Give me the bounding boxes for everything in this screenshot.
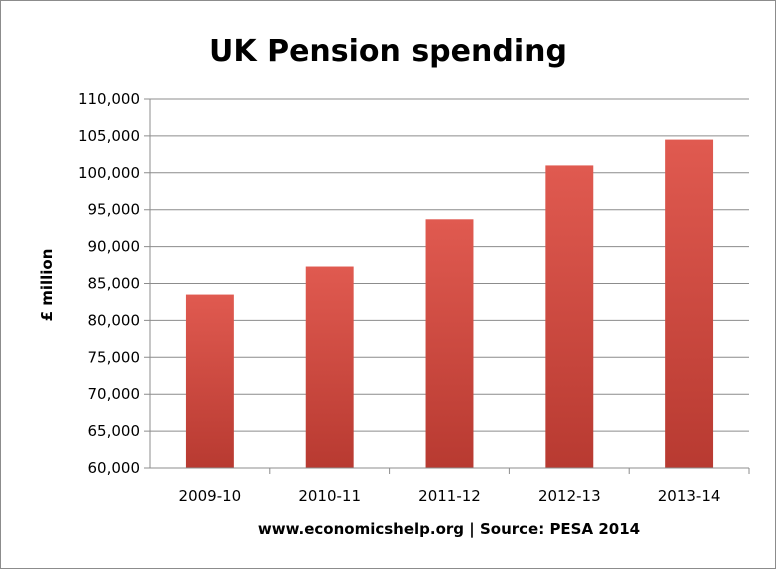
- bar-2009-10: [185, 294, 234, 468]
- x-tick-label: 2009-10: [179, 487, 242, 505]
- y-tick-label: 105,000: [78, 127, 140, 145]
- y-tick-label: 60,000: [88, 459, 141, 477]
- y-tick-label: 95,000: [88, 201, 141, 219]
- x-tick-label: 2013-14: [658, 487, 721, 505]
- y-tick-label: 100,000: [78, 164, 140, 182]
- bar-2012-13: [545, 165, 594, 469]
- bars: [185, 139, 714, 469]
- y-tick-label: 85,000: [88, 275, 141, 293]
- x-tick-label: 2010-11: [298, 487, 361, 505]
- bar-2010-11: [305, 266, 354, 468]
- x-tick-label: 2012-13: [538, 487, 601, 505]
- y-tick-label: 70,000: [88, 385, 141, 403]
- x-axis-label: www.economicshelp.org | Source: PESA 201…: [258, 520, 640, 539]
- y-tick-label: 90,000: [88, 238, 141, 256]
- chart-title: UK Pension spending: [209, 34, 567, 69]
- y-tick-label: 65,000: [88, 422, 141, 440]
- bar-2011-12: [425, 219, 474, 468]
- y-axis-label: £ million: [38, 249, 56, 322]
- y-axis-ticks: 60,000 65,000 70,000 75,000 80,000 85,000 90,0…: [78, 90, 140, 477]
- bar-2013-14: [665, 139, 714, 468]
- x-axis-ticks: 2009-10 2010-11 2011-12 2012-13 2013-14: [179, 468, 750, 505]
- y-tick-label: 110,000: [78, 90, 140, 108]
- x-tick-label: 2011-12: [418, 487, 481, 505]
- y-tick-label: 80,000: [88, 311, 141, 329]
- y-tick-label: 75,000: [88, 348, 141, 366]
